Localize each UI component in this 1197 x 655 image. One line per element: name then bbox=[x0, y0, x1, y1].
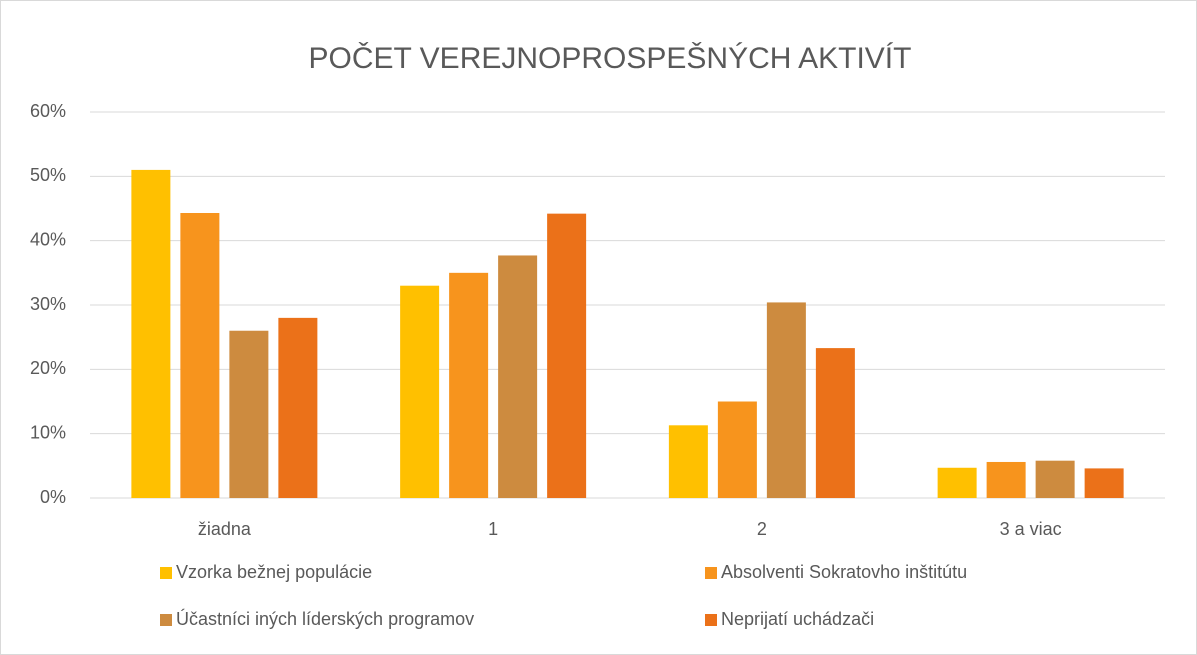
x-tick-label: žiadna bbox=[198, 519, 252, 539]
legend-label: Vzorka bežnej populácie bbox=[176, 562, 372, 582]
y-tick-label: 60% bbox=[30, 101, 66, 121]
bar bbox=[717, 401, 757, 498]
bar bbox=[986, 461, 1026, 498]
bar bbox=[131, 169, 171, 498]
bar bbox=[547, 213, 587, 498]
y-tick-label: 40% bbox=[30, 229, 66, 249]
bar bbox=[278, 317, 318, 498]
legend-label: Účastníci iných líderských programov bbox=[176, 608, 474, 629]
y-tick-label: 20% bbox=[30, 358, 66, 378]
bar bbox=[449, 272, 489, 498]
bar bbox=[400, 285, 440, 498]
chart-title: POČET VEREJNOPROSPEŠNÝCH AKTIVÍT bbox=[309, 41, 912, 75]
legend-swatch bbox=[705, 567, 717, 579]
x-tick-label: 3 a viac bbox=[1000, 519, 1062, 539]
bar bbox=[937, 467, 977, 498]
y-tick-label: 10% bbox=[30, 422, 66, 442]
legend-swatch bbox=[705, 614, 717, 626]
bar bbox=[498, 255, 538, 498]
x-tick-label: 2 bbox=[757, 519, 767, 539]
bar bbox=[815, 348, 855, 498]
bar bbox=[668, 425, 708, 498]
bar bbox=[1035, 460, 1075, 498]
y-tick-label: 0% bbox=[40, 487, 66, 507]
x-tick-label: 1 bbox=[488, 519, 498, 539]
y-tick-label: 30% bbox=[30, 294, 66, 314]
legend-label: Neprijatí uchádzači bbox=[721, 609, 874, 629]
legend-swatch bbox=[160, 567, 172, 579]
bar bbox=[180, 213, 220, 498]
legend-swatch bbox=[160, 614, 172, 626]
y-tick-label: 50% bbox=[30, 165, 66, 185]
bar bbox=[1084, 468, 1124, 498]
bar bbox=[229, 330, 269, 498]
legend-label: Absolventi Sokratovho inštitútu bbox=[721, 562, 967, 582]
bar bbox=[766, 302, 806, 498]
